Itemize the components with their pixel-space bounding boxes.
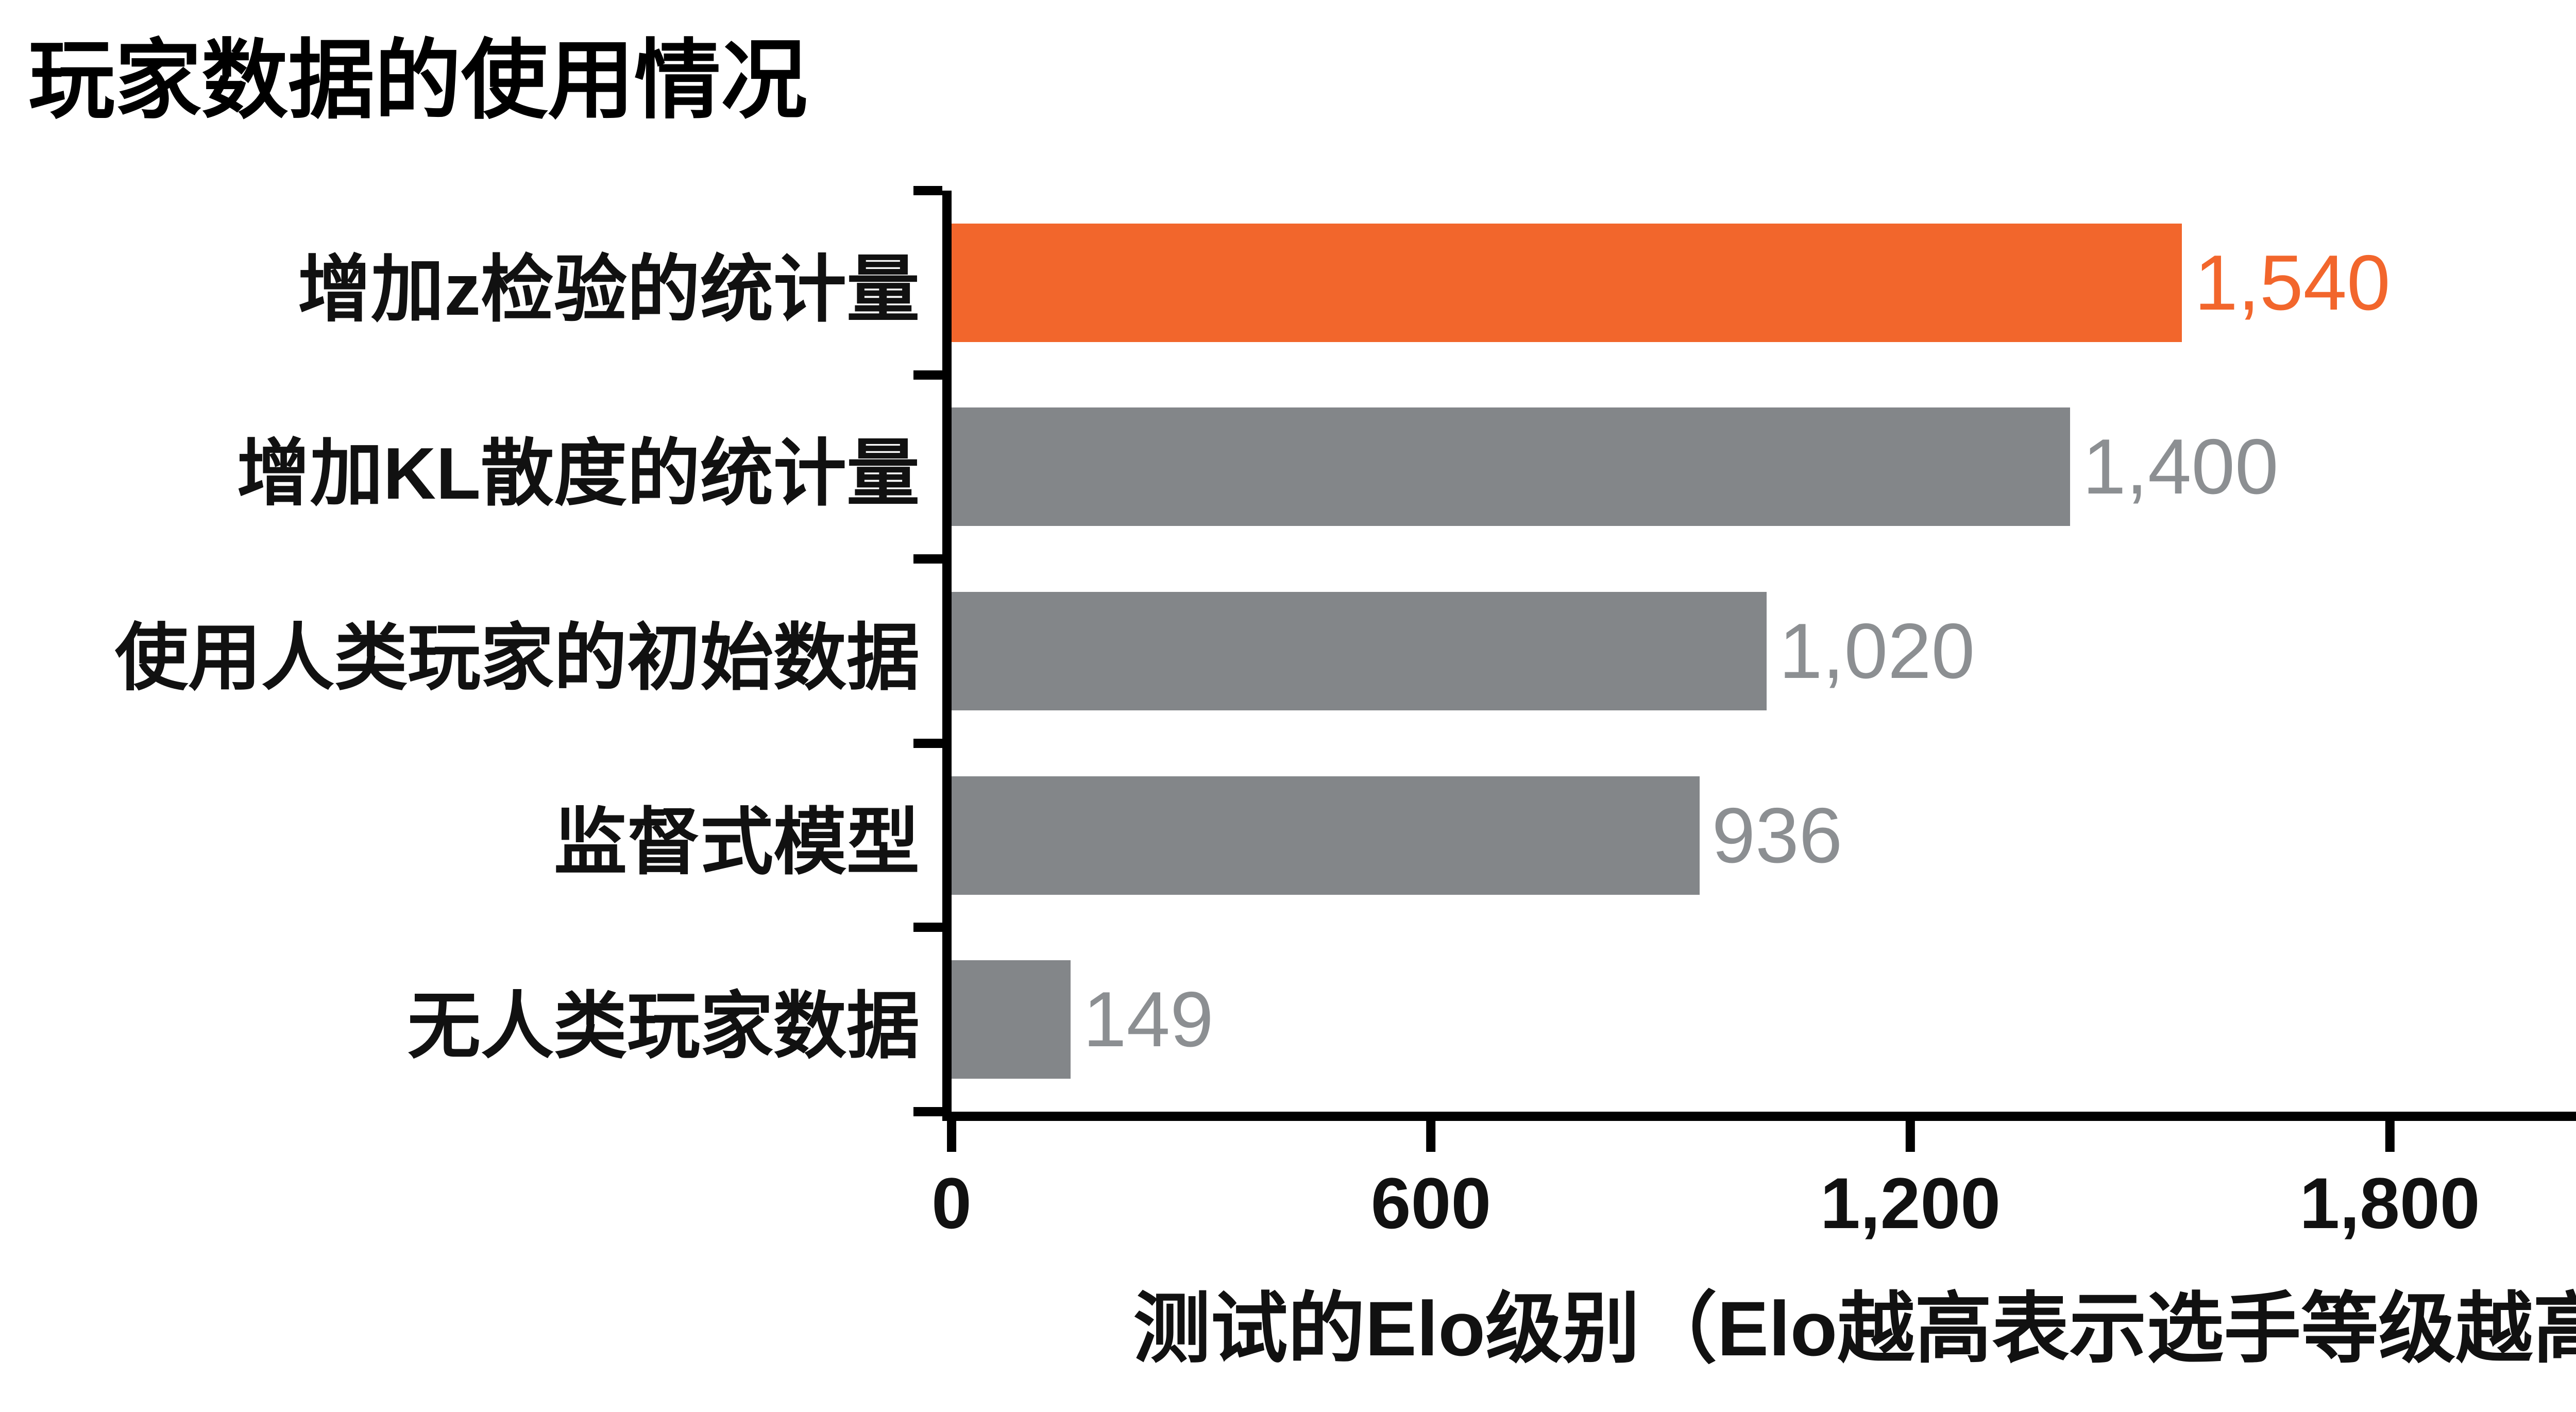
chart-title: 玩家数据的使用情况 xyxy=(28,32,807,129)
bar-row: 使用人类玩家的初始数据 1,020 xyxy=(115,559,2576,743)
value-label: 1,540 xyxy=(2194,239,2391,327)
bar-row: 增加z检验的统计量 1,540 xyxy=(298,191,2576,375)
x-tick-label: 1,200 xyxy=(1820,1163,2001,1244)
y-axis-tick xyxy=(913,186,942,195)
bar-row: 无人类玩家数据 149 xyxy=(408,927,2576,1112)
x-tick-label: 600 xyxy=(1370,1163,1492,1244)
x-tick-group: 0 xyxy=(931,1112,972,1239)
x-tick-label: 0 xyxy=(931,1163,972,1244)
x-axis-tick xyxy=(947,1112,956,1152)
bar-rows: 增加z检验的统计量 1,540 增加KL散度的统计量 1,400 使用人类玩家的… xyxy=(115,191,2576,1112)
x-axis-tick xyxy=(1906,1112,1915,1152)
x-tick-label: 1,800 xyxy=(2299,1163,2480,1244)
value-label: 936 xyxy=(1711,791,1843,879)
y-axis-tick xyxy=(913,923,942,932)
bar xyxy=(952,223,2182,342)
x-tick-group: 600 xyxy=(1370,1112,1492,1244)
value-label: 149 xyxy=(1083,976,1214,1064)
y-axis-tick xyxy=(913,554,942,564)
x-axis-tick xyxy=(2385,1112,2395,1152)
bar xyxy=(952,407,2071,526)
category-label: 使用人类玩家的初始数据 xyxy=(115,617,920,699)
x-tick-group: 1,200 xyxy=(1820,1112,2001,1239)
bar xyxy=(952,591,1767,710)
bar xyxy=(952,960,1071,1079)
category-label: 增加KL散度的统计量 xyxy=(236,433,920,515)
category-label: 监督式模型 xyxy=(554,801,920,883)
x-tick-group: 1,800 xyxy=(2299,1112,2480,1239)
bar xyxy=(952,776,1700,895)
bar-row: 增加KL散度的统计量 1,400 xyxy=(237,375,2576,559)
y-axis-tick xyxy=(913,738,942,748)
bar-row: 监督式模型 936 xyxy=(554,743,2576,928)
x-axis-label: 测试的Elo级别（Elo越高表示选手等级越高） xyxy=(1133,1285,2576,1372)
x-axis-tick xyxy=(1426,1112,1436,1152)
y-axis-tick xyxy=(913,370,942,380)
plot-area: 增加z检验的统计量 1,540 增加KL散度的统计量 1,400 使用人类玩家的… xyxy=(115,186,2576,1372)
category-label: 增加z检验的统计量 xyxy=(298,248,920,331)
category-label: 无人类玩家数据 xyxy=(408,985,920,1068)
value-label: 1,400 xyxy=(2082,423,2279,511)
value-label: 1,020 xyxy=(1778,607,1975,695)
